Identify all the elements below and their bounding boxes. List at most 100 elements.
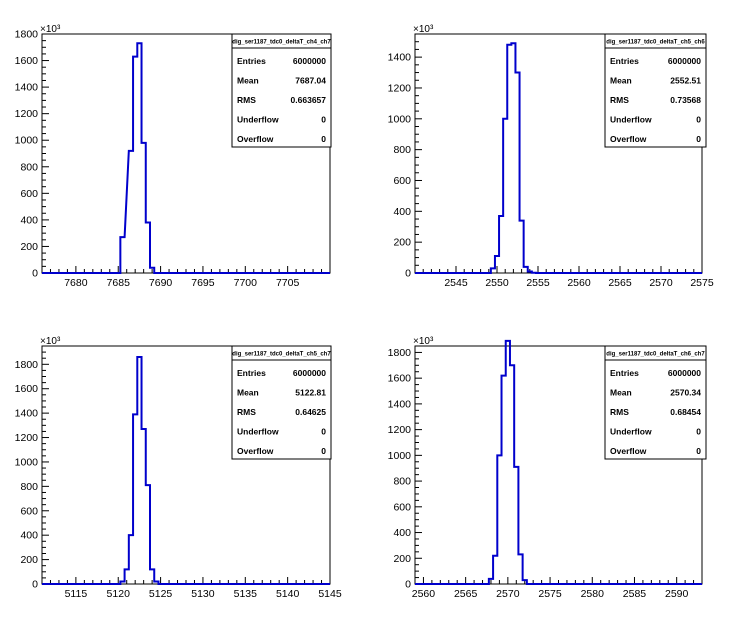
x-tick-label: 2575: [538, 588, 562, 600]
stats-value: 0: [321, 427, 326, 437]
stats-value: 0: [696, 446, 701, 456]
x-tick-label: 2580: [581, 588, 605, 600]
histogram-outline: [42, 42, 330, 274]
y-tick-label: 1600: [15, 55, 39, 67]
y-tick-label: 1200: [15, 108, 39, 120]
stats-label: Underflow: [610, 115, 652, 125]
y-tick-label: 200: [20, 554, 38, 566]
x-tick-label: 7690: [149, 277, 173, 289]
y-tick-label: 1200: [388, 424, 412, 436]
stats-value: 2570.34: [670, 388, 701, 398]
stats-label: Mean: [237, 76, 259, 86]
y-tick-label: 400: [393, 206, 411, 218]
x-tick-label: 7700: [234, 277, 258, 289]
y-tick-label: 400: [20, 530, 38, 542]
y-tick-label: 200: [393, 553, 411, 565]
stats-value: 0.73568: [670, 95, 701, 105]
stats-label: RMS: [610, 407, 629, 417]
stats-box-frame: [604, 33, 707, 148]
y-axis-multiplier: ×10³: [413, 24, 434, 35]
x-tick-label: 2565: [608, 277, 632, 289]
y-tick-label: 1800: [15, 29, 39, 41]
x-tick-label: 2560: [567, 277, 591, 289]
stats-label: RMS: [237, 95, 256, 105]
y-tick-label: 1600: [388, 373, 412, 385]
y-tick-label: 1400: [388, 52, 412, 64]
stats-box-frame: [231, 345, 332, 460]
histogram-outline: [415, 339, 702, 585]
histogram-bin: [129, 151, 133, 273]
stats-title: dig_ser1187_tdc0_deltaT_ch6_ch7: [606, 352, 705, 358]
histogram-outline: [42, 355, 330, 585]
histogram-panel-1: 7680 7685 7690 7695 7700 7705 0 200 400 600 800 100…: [15, 24, 332, 289]
y-tick-label: 1400: [15, 82, 39, 94]
stats-value: 6000000: [668, 368, 701, 378]
stats-box-frame: [604, 345, 707, 460]
x-tick-label: 7685: [107, 277, 131, 289]
x-tick-label: 7695: [191, 277, 215, 289]
stats-value: 0: [696, 134, 701, 144]
x-tick-label: 2545: [444, 277, 468, 289]
y-tick-label: 600: [20, 188, 38, 200]
y-tick-label: 1200: [15, 432, 39, 444]
histogram-panel-3: 5115 5120 5125 5130 5135 5140 5145 0 200 400 600 80…: [15, 336, 342, 600]
y-tick-label: 1400: [388, 398, 412, 410]
y-tick-label: 0: [32, 268, 38, 280]
y-axis-multiplier: ×10³: [413, 336, 434, 347]
x-tick-label: 2570: [649, 277, 673, 289]
stats-label: Overflow: [237, 446, 274, 456]
y-tick-label: 1800: [388, 347, 412, 359]
y-tick-label: 600: [20, 505, 38, 517]
y-tick-label: 600: [393, 175, 411, 187]
stats-box: dig_ser1187_tdc0_deltaT_ch4_ch7 Entries 60…: [231, 33, 332, 148]
y-tick-label: 800: [20, 161, 38, 173]
x-tick-label: 2560: [412, 588, 436, 600]
y-axis-multiplier: ×10³: [40, 336, 61, 347]
histogram-outline: [415, 42, 702, 274]
stats-label: Mean: [610, 388, 632, 398]
stats-title: dig_ser1187_tdc0_deltaT_ch5_ch7: [232, 352, 331, 358]
stats-value: 0: [696, 427, 701, 437]
y-tick-label: 0: [405, 579, 411, 591]
stats-label: Entries: [610, 56, 639, 66]
stats-label: Underflow: [237, 115, 279, 125]
stats-box-frame: [231, 33, 332, 148]
histogram-panel-4: 2560 2565 2570 2575 2580 2585 2590 0 200 400 600 80…: [388, 336, 707, 600]
histogram-bin: [506, 341, 510, 584]
stats-value: 6000000: [668, 56, 701, 66]
stats-label: Entries: [237, 56, 266, 66]
x-tick-label: 5120: [107, 588, 131, 600]
stats-value: 0: [696, 115, 701, 125]
stats-value: 0.68454: [670, 407, 701, 417]
y-tick-label: 1200: [388, 82, 412, 94]
stats-value: 0: [321, 446, 326, 456]
y-tick-label: 1000: [388, 113, 412, 125]
y-tick-label: 1400: [15, 408, 39, 420]
stats-label: Overflow: [237, 134, 274, 144]
x-tick-label: 2555: [526, 277, 550, 289]
x-tick-label: 2550: [485, 277, 509, 289]
stats-label: Entries: [237, 368, 266, 378]
stats-box: dig_ser1187_tdc0_deltaT_ch5_ch7 Entries 60…: [231, 345, 332, 460]
y-tick-label: 0: [405, 268, 411, 280]
stats-label: Mean: [237, 388, 259, 398]
stats-label: Mean: [610, 76, 632, 86]
stats-value: 6000000: [293, 368, 326, 378]
stats-box: dig_ser1187_tdc0_deltaT_ch5_ch6 Entries 60…: [604, 33, 707, 148]
x-tick-label: 2590: [665, 588, 689, 600]
x-tick-label: 2575: [690, 277, 714, 289]
y-tick-label: 400: [20, 214, 38, 226]
stats-label: RMS: [610, 95, 629, 105]
y-tick-label: 600: [393, 501, 411, 513]
y-tick-label: 1000: [388, 450, 412, 462]
x-tick-label: 5130: [191, 588, 215, 600]
x-tick-label: 5135: [234, 588, 258, 600]
stats-box: dig_ser1187_tdc0_deltaT_ch6_ch7 Entries 60…: [604, 345, 707, 460]
stats-label: Underflow: [610, 427, 652, 437]
stats-title: dig_ser1187_tdc0_deltaT_ch4_ch7: [232, 40, 331, 46]
x-tick-label: 5145: [318, 588, 342, 600]
stats-label: Overflow: [610, 134, 647, 144]
stats-value: 5122.81: [295, 388, 326, 398]
stats-value: 0.64625: [295, 407, 326, 417]
